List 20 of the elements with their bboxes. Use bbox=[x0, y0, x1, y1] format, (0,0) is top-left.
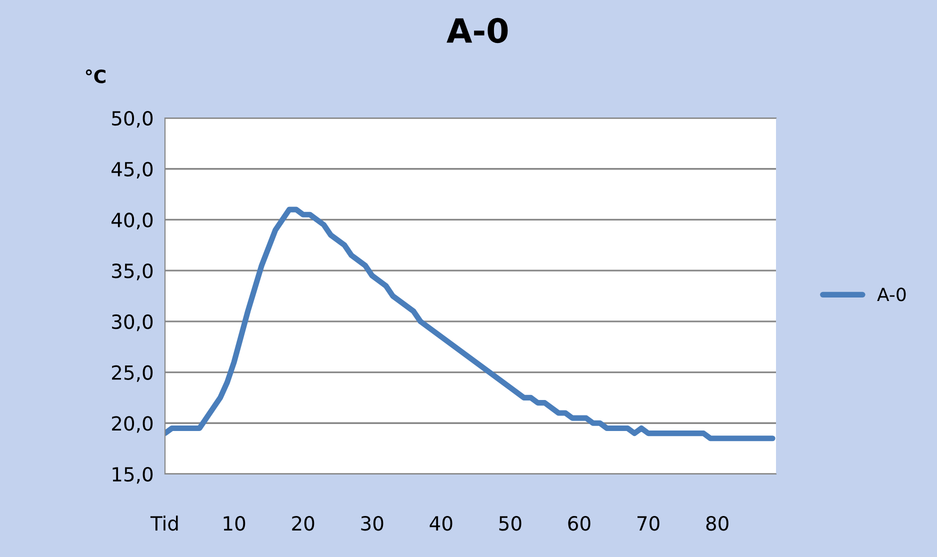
y-tick-label: 15,0 bbox=[112, 466, 153, 484]
x-tick-label: Tid bbox=[150, 516, 178, 531]
x-tick-label: 40 bbox=[430, 516, 452, 531]
y-tick-label: 40,0 bbox=[112, 212, 153, 230]
y-axis-title: °C bbox=[86, 69, 106, 84]
y-tick-label: 25,0 bbox=[112, 365, 153, 382]
x-tick-label: 10 bbox=[224, 516, 246, 531]
y-tick-label: 45,0 bbox=[112, 162, 153, 179]
y-tick-label: 50,0 bbox=[112, 110, 153, 128]
y-tick-label: 35,0 bbox=[112, 264, 153, 280]
x-tick-label: 50 bbox=[499, 516, 522, 531]
chart-title: A-0 bbox=[446, 18, 508, 44]
x-tick-label: 60 bbox=[568, 516, 590, 531]
x-tick-label: 20 bbox=[292, 516, 314, 531]
y-tick-label: 30,0 bbox=[112, 314, 153, 332]
x-tick-label: 30 bbox=[361, 516, 384, 531]
legend-label: A-0 bbox=[877, 288, 906, 302]
x-tick-label: 80 bbox=[706, 516, 728, 531]
x-tick-label: 70 bbox=[638, 516, 660, 531]
y-tick-label: 20,0 bbox=[112, 416, 153, 433]
